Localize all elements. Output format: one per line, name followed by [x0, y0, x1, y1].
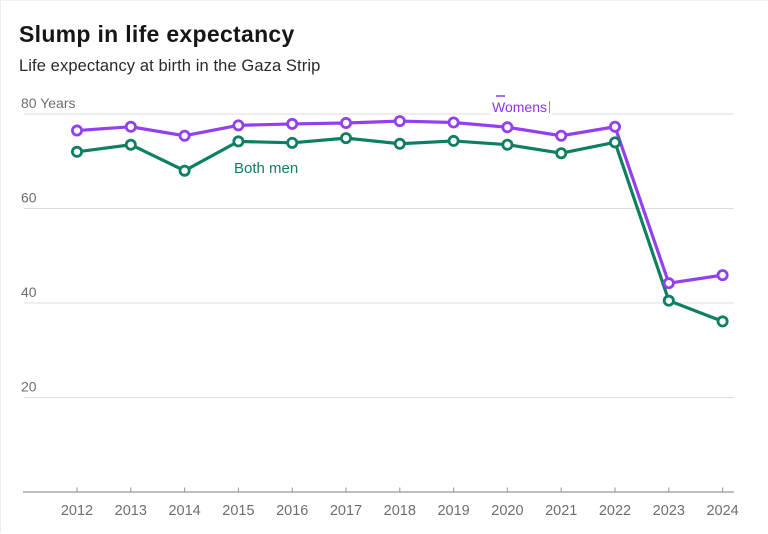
- x-tick-label-2023: 2023: [653, 503, 685, 519]
- x-tick-label-2018: 2018: [384, 503, 416, 519]
- series-label-womens[interactable]: Womens: [490, 95, 553, 116]
- series-label-both-men[interactable]: Both men: [234, 161, 298, 176]
- data-point-both-men-2023[interactable]: [662, 294, 675, 307]
- y-tick-label-80: 80 Years: [21, 95, 76, 111]
- x-tick-label-2014: 2014: [168, 503, 200, 519]
- x-tick-label-2024: 2024: [706, 503, 738, 519]
- data-point-womens-2013[interactable]: [124, 120, 137, 133]
- data-point-womens-2015[interactable]: [232, 119, 245, 132]
- chart-subtitle: Life expectancy at birth in the Gaza Str…: [19, 57, 321, 75]
- series-label-womens-text: Womens: [492, 99, 547, 115]
- data-point-womens-2021[interactable]: [555, 129, 568, 142]
- series-label-both-men-text: Both men: [234, 160, 299, 177]
- x-tick-label-2022: 2022: [599, 503, 631, 519]
- data-point-both-men-2013[interactable]: [124, 138, 137, 151]
- x-tick-label-2012: 2012: [61, 503, 93, 519]
- chart-title: Slump in life expectancy: [19, 21, 295, 47]
- data-point-womens-2012[interactable]: [71, 124, 84, 137]
- x-tick-label-2017: 2017: [330, 503, 362, 519]
- x-tick-label-2013: 2013: [115, 503, 147, 519]
- data-point-both-men-2018[interactable]: [393, 137, 406, 150]
- data-point-womens-2024[interactable]: [716, 269, 729, 282]
- label-drag-handle[interactable]: [496, 95, 505, 97]
- text-cursor: [548, 101, 551, 113]
- data-point-both-men-2021[interactable]: [555, 147, 568, 160]
- data-point-both-men-2016[interactable]: [286, 136, 299, 149]
- data-point-womens-2022[interactable]: [609, 120, 622, 133]
- data-point-womens-2016[interactable]: [286, 117, 299, 130]
- data-point-both-men-2017[interactable]: [339, 132, 352, 145]
- series-line-both-men: [75, 136, 725, 324]
- data-point-both-men-2022[interactable]: [609, 136, 622, 149]
- data-point-womens-2019[interactable]: [447, 116, 460, 129]
- data-point-womens-2017[interactable]: [339, 116, 352, 129]
- x-tick-label-2019: 2019: [437, 503, 469, 519]
- data-point-both-men-2019[interactable]: [447, 134, 460, 147]
- data-point-both-men-2020[interactable]: [501, 138, 514, 151]
- y-tick-label-60: 60: [21, 190, 37, 206]
- x-tick-label-2016: 2016: [276, 503, 308, 519]
- data-point-womens-2020[interactable]: [501, 121, 514, 134]
- data-point-both-men-2024[interactable]: [716, 315, 729, 328]
- data-point-womens-2023[interactable]: [662, 277, 675, 290]
- y-tick-label-40: 40: [21, 284, 37, 300]
- x-tick-label-2020: 2020: [491, 503, 523, 519]
- data-point-womens-2018[interactable]: [393, 115, 406, 128]
- x-tick-label-2015: 2015: [222, 503, 254, 519]
- x-tick-label-2021: 2021: [545, 503, 577, 519]
- data-point-both-men-2015[interactable]: [232, 135, 245, 148]
- y-tick-label-20: 20: [21, 379, 37, 395]
- data-point-both-men-2014[interactable]: [178, 164, 191, 177]
- data-point-both-men-2012[interactable]: [71, 145, 84, 158]
- data-point-womens-2014[interactable]: [178, 129, 191, 142]
